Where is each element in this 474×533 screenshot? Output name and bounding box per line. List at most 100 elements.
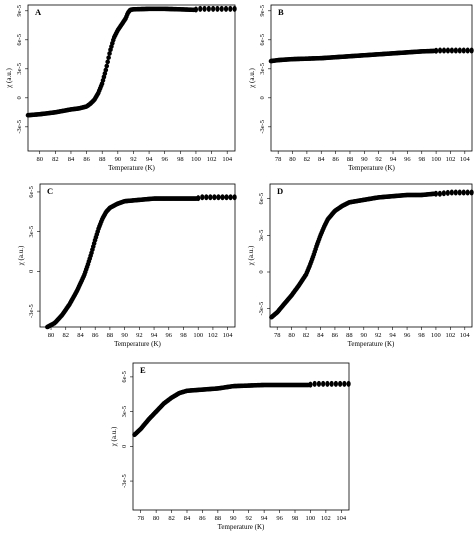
y-tick-label: -3e-5 — [259, 120, 266, 134]
data-point — [308, 381, 313, 388]
data-point — [215, 5, 220, 12]
data-series — [45, 194, 237, 330]
data-point — [461, 189, 466, 196]
y-tick-label: 0 — [258, 270, 265, 273]
panel-label: E — [140, 365, 146, 375]
x-tick-label: 96 — [404, 156, 411, 163]
data-point — [232, 5, 237, 12]
x-tick-label: 92 — [136, 332, 143, 339]
data-point — [457, 189, 462, 196]
plot-frame — [132, 362, 350, 511]
x-tick-label: 84 — [318, 156, 325, 163]
y-tick-label: 6e-5 — [258, 193, 265, 205]
data-point — [101, 74, 107, 80]
y-tick-label: 0 — [16, 96, 23, 99]
chart-panel-c: 80 82 84 86 88 90 92 94 96 98 100 102 104 -3e-5 0 3e-5 6… — [17, 183, 237, 348]
x-tick-label: 96 — [166, 332, 173, 339]
x-tick-label: 94 — [389, 332, 396, 339]
plot-frame — [27, 4, 236, 152]
x-tick-label: 84 — [317, 332, 324, 339]
data-point — [433, 190, 439, 197]
data-point — [200, 194, 205, 201]
x-tick-label: 80 — [153, 515, 160, 522]
data-point — [465, 47, 470, 54]
data-point — [453, 47, 458, 54]
panel-label: B — [278, 7, 284, 17]
x-tick-label: 104 — [460, 156, 471, 163]
data-point — [219, 5, 224, 12]
x-tick-label: 96 — [404, 332, 411, 339]
data-point — [198, 5, 203, 12]
data-point — [228, 5, 233, 12]
x-tick-label: 98 — [419, 156, 426, 163]
data-point — [220, 194, 225, 201]
data-series — [268, 47, 474, 64]
x-tick-label: 88 — [347, 156, 354, 163]
x-tick-label: 86 — [83, 156, 90, 163]
data-point — [216, 194, 221, 201]
y-tick-label: 3e-5 — [121, 406, 128, 418]
x-tick-label: 102 — [208, 332, 218, 339]
data-point — [437, 47, 443, 54]
x-tick-label: 90 — [361, 332, 368, 339]
x-tick-label: 94 — [151, 332, 158, 339]
y-axis-title: χ (a.u.) — [248, 68, 256, 88]
data-point — [104, 63, 110, 69]
data-point — [453, 189, 458, 196]
x-tick-label: 90 — [115, 156, 122, 163]
x-axis-title: Temperature (K) — [348, 340, 395, 348]
data-point — [107, 51, 112, 56]
x-tick-label: 90 — [361, 156, 368, 163]
plot-frame — [269, 183, 473, 328]
y-axis-title: χ (a.u.) — [5, 68, 13, 88]
x-tick-label: 104 — [460, 332, 471, 339]
data-point — [105, 59, 110, 65]
panel-label: A — [35, 7, 42, 17]
y-tick-label: 3e-5 — [28, 226, 35, 238]
data-point — [333, 380, 338, 387]
x-tick-label: 82 — [304, 156, 311, 163]
data-series — [269, 189, 474, 320]
x-tick-label: 80 — [48, 332, 55, 339]
data-point — [346, 380, 351, 387]
x-tick-label: 84 — [68, 156, 75, 163]
x-tick-label: 92 — [375, 156, 382, 163]
data-point — [457, 47, 462, 54]
chart-panel-b: 78 80 82 84 86 88 90 92 94 96 98 100 102 104 -3e-5 0 3e-… — [248, 4, 474, 172]
data-series — [132, 380, 351, 438]
x-tick-label: 100 — [191, 156, 201, 163]
data-point — [312, 380, 317, 387]
y-tick-label: -3e-5 — [16, 120, 23, 134]
y-tick-label: -3e-5 — [258, 302, 265, 316]
y-tick-label: 3e-5 — [259, 63, 266, 75]
x-tick-label: 104 — [336, 515, 347, 522]
panel-label: C — [47, 186, 53, 196]
data-point — [465, 189, 470, 196]
data-point — [102, 71, 108, 76]
data-point — [441, 190, 446, 197]
data-point — [437, 190, 442, 197]
x-tick-label: 82 — [63, 332, 70, 339]
x-tick-label: 86 — [199, 515, 206, 522]
data-point — [211, 5, 216, 12]
x-tick-label: 98 — [177, 156, 184, 163]
data-point — [193, 6, 199, 13]
y-tick-label: 9e-5 — [16, 5, 23, 17]
y-axis-title: χ (a.u.) — [110, 426, 118, 446]
x-tick-label: 88 — [99, 156, 106, 163]
x-tick-label: 94 — [390, 156, 397, 163]
data-point — [469, 47, 474, 54]
x-tick-label: 78 — [274, 332, 281, 339]
data-point — [338, 380, 343, 387]
x-tick-label: 88 — [107, 332, 114, 339]
x-tick-label: 104 — [223, 332, 234, 339]
x-tick-label: 96 — [276, 515, 283, 522]
x-tick-label: 100 — [193, 332, 203, 339]
panel-label: D — [277, 186, 283, 196]
data-point — [449, 189, 454, 196]
plot-frame — [39, 183, 236, 328]
x-tick-label: 80 — [289, 156, 296, 163]
y-tick-label: -3e-5 — [121, 474, 128, 488]
data-point — [321, 380, 326, 387]
